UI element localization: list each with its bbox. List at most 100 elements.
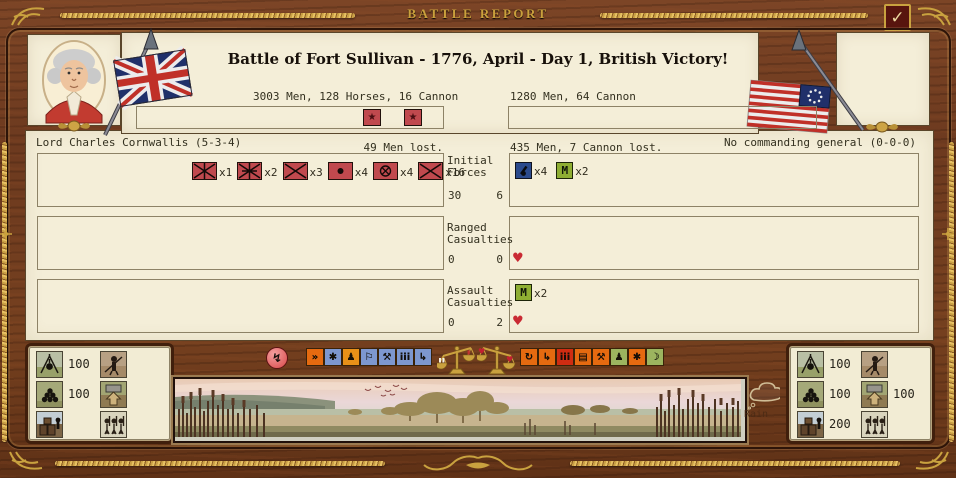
right-event-icons: ↻ ↳ iii ▤ ⚒ ♟ ✱ ☽ <box>520 348 664 366</box>
assault-left-value: 0 <box>448 316 455 329</box>
initial-left-value: 30 <box>448 189 462 202</box>
right-initial-units: x4 M x2 <box>515 162 589 179</box>
weather-label: Rain <box>744 409 769 420</box>
star-glyph: ★ <box>367 112 377 123</box>
fort-assault-icon[interactable] <box>100 381 127 408</box>
row-label-assault-casualties: Assault Casualties <box>447 285 513 309</box>
militia-unit[interactable]: M x2 <box>556 162 589 179</box>
rope-ornament <box>949 142 954 442</box>
marching-column-icon[interactable] <box>861 411 888 438</box>
cannon-chip-icon <box>515 162 532 179</box>
close-checkbox[interactable]: ✓ <box>884 4 911 31</box>
hatchet-icon: ⚒ <box>378 348 396 366</box>
row-label-line: Forces <box>447 166 487 179</box>
rope-ornament <box>600 13 868 18</box>
unit-chip-icon <box>373 162 398 180</box>
ammo-tent-icon[interactable] <box>36 351 63 378</box>
rout-marker-icon: ↯ <box>266 347 288 369</box>
soldier-icon: ♟ <box>610 348 628 366</box>
rain-cloud-icon <box>748 382 780 410</box>
gold-crest-icon <box>58 120 90 132</box>
corner-flourish-icon <box>11 7 45 26</box>
left-leader-strip <box>136 106 444 129</box>
ranged-right-value: 0 <box>496 253 503 266</box>
unit-count: x2 <box>264 166 278 179</box>
battlefield-terrain-view <box>173 377 747 443</box>
infantry-pike-unit[interactable]: x2 <box>237 162 278 180</box>
clover-icon: ✱ <box>324 348 342 366</box>
right-ranged-casualties-box <box>509 216 919 270</box>
right-fort-value: 100 <box>893 387 915 401</box>
hatchet-icon: ⚒ <box>592 348 610 366</box>
ranged-left-value: 0 <box>448 253 455 266</box>
unit-chip-icon <box>282 162 308 180</box>
unit-count: x16 <box>445 166 466 179</box>
rope-ornament <box>55 461 385 466</box>
right-powder-value: 100 <box>829 387 851 401</box>
floret-icon <box>942 228 954 240</box>
morale-heart-icon: ♥ <box>512 314 524 329</box>
infantry-unit[interactable]: x16 <box>418 162 465 180</box>
militia-letter: M <box>520 286 527 299</box>
fort-assault-icon[interactable] <box>861 381 888 408</box>
row-label-ranged-casualties: Ranged Casualties <box>447 222 513 246</box>
soldier-icon: ♟ <box>342 348 360 366</box>
maneuver-icon: ↳ <box>414 348 432 366</box>
right-leader-strip <box>508 106 817 129</box>
maneuver-icon: ↳ <box>538 348 556 366</box>
right-commander-portrait-box <box>837 33 929 125</box>
unit-chip-icon <box>418 162 444 180</box>
left-initial-units: x1 x2 x3 x4 x4 x16 <box>192 162 465 180</box>
right-assault-casualties-box <box>509 279 919 333</box>
unit-chip-icon <box>192 162 217 180</box>
row-label-line: Casualties <box>447 296 514 309</box>
unit-count: x4 <box>400 166 414 179</box>
unit-count: x4 <box>534 165 548 178</box>
rout-glyph: ↯ <box>271 351 283 365</box>
powder-cannonballs-icon[interactable] <box>797 381 824 408</box>
terrain-panorama <box>175 379 741 437</box>
unit-count: x2 <box>534 287 548 300</box>
militia-chip-icon: M <box>556 162 574 179</box>
horse-artillery-unit[interactable]: x4 <box>373 162 413 180</box>
unit-count: x1 <box>219 166 233 179</box>
floret-icon <box>0 228 12 240</box>
militia-unit[interactable]: M x2 <box>515 284 547 301</box>
british-flag <box>103 27 195 136</box>
right-initial-forces-box <box>509 153 919 207</box>
left-ranged-casualties-box <box>37 216 444 270</box>
row-label-line: Casualties <box>447 233 514 246</box>
artillery-unit[interactable]: x4 <box>515 162 547 179</box>
center-flourish-icon <box>423 455 533 471</box>
infantry-unit[interactable]: x3 <box>282 162 323 180</box>
unit-count: x2 <box>575 165 589 178</box>
rope-ornament <box>60 13 355 18</box>
artillery-unit[interactable]: x4 <box>327 162 368 180</box>
battle-headline: Battle of Fort Sullivan - 1776, April - … <box>227 50 729 68</box>
leader-star-icon[interactable]: ★ <box>404 109 422 126</box>
left-powder-value: 100 <box>68 387 90 401</box>
soldier-icon[interactable] <box>861 351 888 378</box>
morale-scale-icon: ♥ ♥ <box>477 345 516 375</box>
casualty-scale-icon <box>437 345 476 375</box>
ammo-tent-icon[interactable] <box>797 351 824 378</box>
powder-cannonballs-icon[interactable] <box>36 381 63 408</box>
left-ammo-value: 100 <box>68 357 90 371</box>
right-ammo-value: 100 <box>829 357 851 371</box>
soldier-icon[interactable] <box>100 351 127 378</box>
svg-text:♥: ♥ <box>478 347 485 356</box>
rope-ornament <box>2 142 7 442</box>
unit-count: x4 <box>354 166 368 179</box>
unit-chip-icon <box>327 162 353 180</box>
supply-depot-icon[interactable] <box>797 411 824 438</box>
initial-right-value: 6 <box>496 189 503 202</box>
infantry-crossed-unit[interactable]: x1 <box>192 162 232 180</box>
cornwallis-portrait <box>42 40 106 124</box>
battle-header-panel <box>122 33 758 133</box>
window-title: BATTLE REPORT <box>407 6 549 21</box>
leader-star-icon[interactable]: ★ <box>363 109 381 126</box>
check-icon: ✓ <box>890 7 905 28</box>
supply-depot-icon[interactable] <box>36 411 63 438</box>
flag-icon: ⚐ <box>360 348 378 366</box>
marching-column-icon[interactable] <box>100 411 127 438</box>
